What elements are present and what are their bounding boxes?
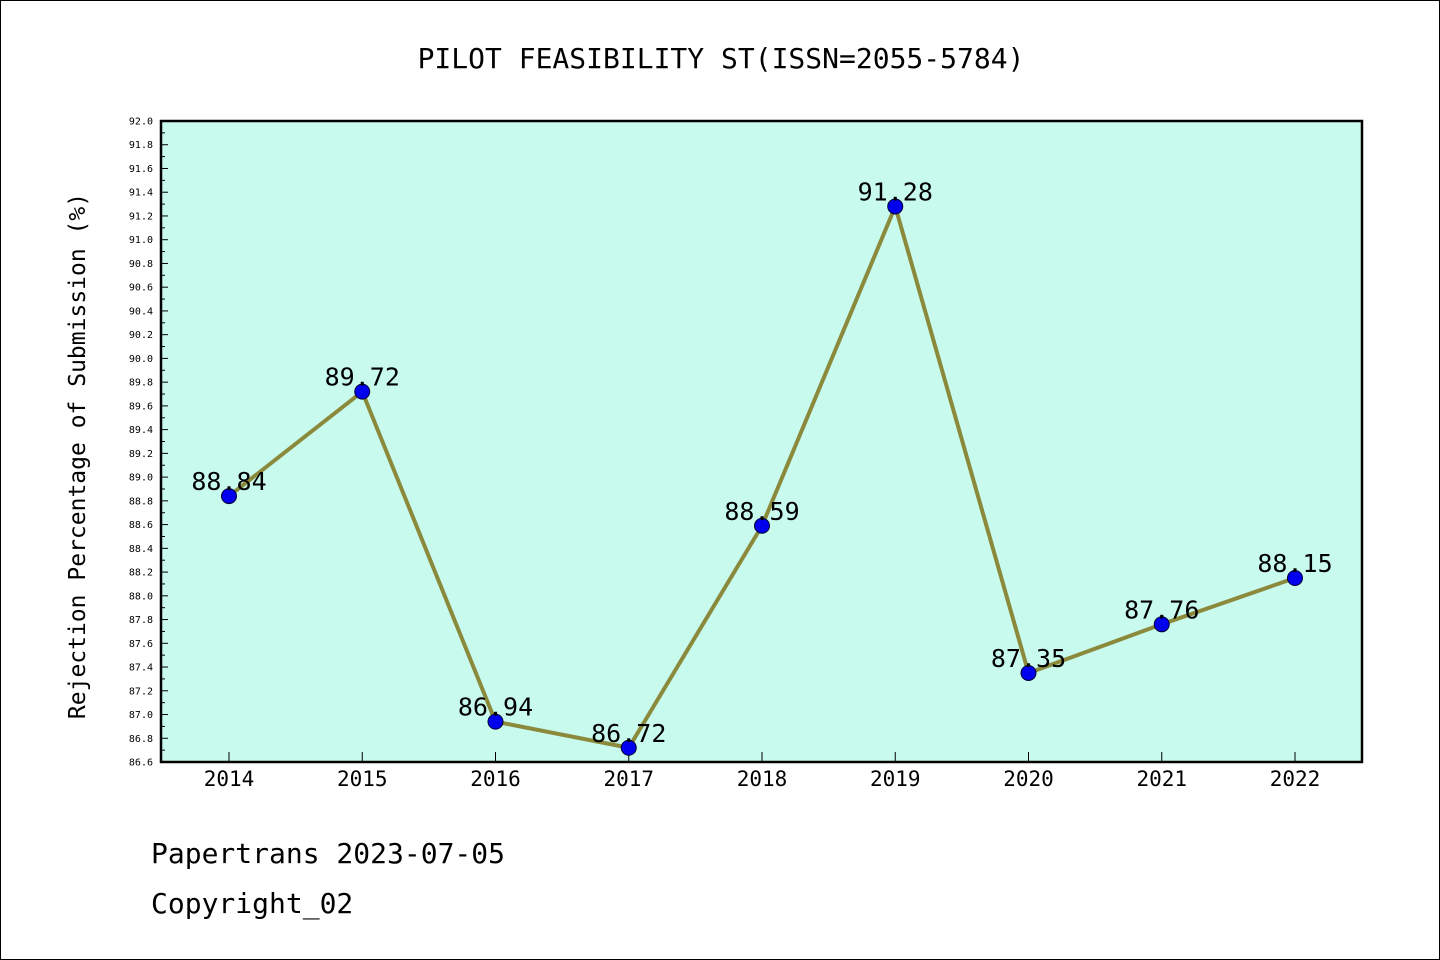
y-tick-label: 89.8 xyxy=(129,378,153,389)
y-tick-label: 91.2 xyxy=(129,211,153,222)
y-tick-label: 88.4 xyxy=(129,544,153,555)
data-label: 86.94 xyxy=(458,693,533,722)
x-tick-label: 2018 xyxy=(737,767,788,791)
y-tick-label: 90.6 xyxy=(129,283,153,294)
y-tick-label: 90.0 xyxy=(129,354,153,365)
y-tick-label: 89.2 xyxy=(129,449,153,460)
y-tick-label: 88.0 xyxy=(129,591,153,602)
plot-area xyxy=(161,121,1362,762)
data-label: 88.59 xyxy=(724,497,799,526)
data-label: 91.28 xyxy=(858,177,933,206)
y-tick-label: 91.6 xyxy=(129,164,153,175)
data-point xyxy=(620,739,637,756)
y-tick-label: 87.8 xyxy=(129,615,153,626)
x-tick-label: 2020 xyxy=(1003,767,1054,791)
y-tick-label: 88.8 xyxy=(129,496,153,507)
y-tick-label: 89.6 xyxy=(129,401,153,412)
x-tick-label: 2014 xyxy=(204,767,255,791)
data-label: 87.35 xyxy=(991,644,1066,673)
x-tick-label: 2016 xyxy=(470,767,521,791)
chart-title: PILOT FEASIBILITY ST(ISSN=2055-5784) xyxy=(418,42,1025,75)
plot-frame xyxy=(159,119,1364,764)
y-tick-label: 89.0 xyxy=(129,473,153,484)
x-tick-label: 2019 xyxy=(870,767,921,791)
series-group: 88.84 89.72 86.94 86.72 88.59 91.28 87.35 87.76… xyxy=(191,177,1333,756)
y-tick-label: 87.4 xyxy=(129,663,153,674)
y-axis-title: Rejection Percentage of Submission (%) xyxy=(65,193,91,719)
data-point xyxy=(754,517,770,534)
data-label: 88.84 xyxy=(191,467,266,496)
data-point xyxy=(1153,616,1170,633)
data-point xyxy=(487,713,504,730)
x-tick-label: 2017 xyxy=(603,767,654,791)
x-tick-label: 2022 xyxy=(1270,767,1321,791)
data-point xyxy=(221,488,237,505)
data-point xyxy=(887,198,904,215)
y-tick-label: 92.0 xyxy=(129,117,153,128)
data-point xyxy=(1020,664,1037,681)
y-axis: 86.6 86.8 87.0 87.2 87.4 87.6 87.8 88.0 88.2 88.4… xyxy=(129,117,168,769)
x-tick-label: 2021 xyxy=(1136,767,1187,791)
y-tick-label: 91.0 xyxy=(129,235,153,246)
y-tick-label: 90.2 xyxy=(129,330,153,341)
data-label: 86.72 xyxy=(591,719,666,748)
y-tick-label: 87.6 xyxy=(129,639,153,650)
y-tick-label: 88.6 xyxy=(129,520,153,531)
y-tick-label: 90.4 xyxy=(129,306,153,317)
data-label: 87.76 xyxy=(1124,595,1199,624)
y-tick-label: 91.4 xyxy=(129,188,153,199)
y-tick-label: 89.4 xyxy=(129,425,153,436)
data-point xyxy=(1287,570,1303,587)
y-tick-label: 86.8 xyxy=(129,734,153,745)
y-tick-label: 90.8 xyxy=(129,259,153,270)
y-tick-label: 86.6 xyxy=(129,758,153,769)
data-label: 88.15 xyxy=(1257,549,1332,578)
y-tick-label: 91.8 xyxy=(129,140,153,151)
footer-date-text: Papertrans 2023-07-05 xyxy=(151,837,506,870)
x-axis: 2014 2015 2016 2017 2018 2019 2020 2021 2022 xyxy=(204,752,1321,791)
x-tick-label: 2015 xyxy=(337,767,388,791)
data-point xyxy=(354,383,371,400)
data-label: 89.72 xyxy=(325,363,400,392)
y-tick-label: 88.2 xyxy=(129,568,153,579)
y-tick-label: 87.0 xyxy=(129,710,153,721)
footer-copyright-text: Copyright_02 xyxy=(151,887,354,920)
y-tick-label: 87.2 xyxy=(129,686,153,697)
